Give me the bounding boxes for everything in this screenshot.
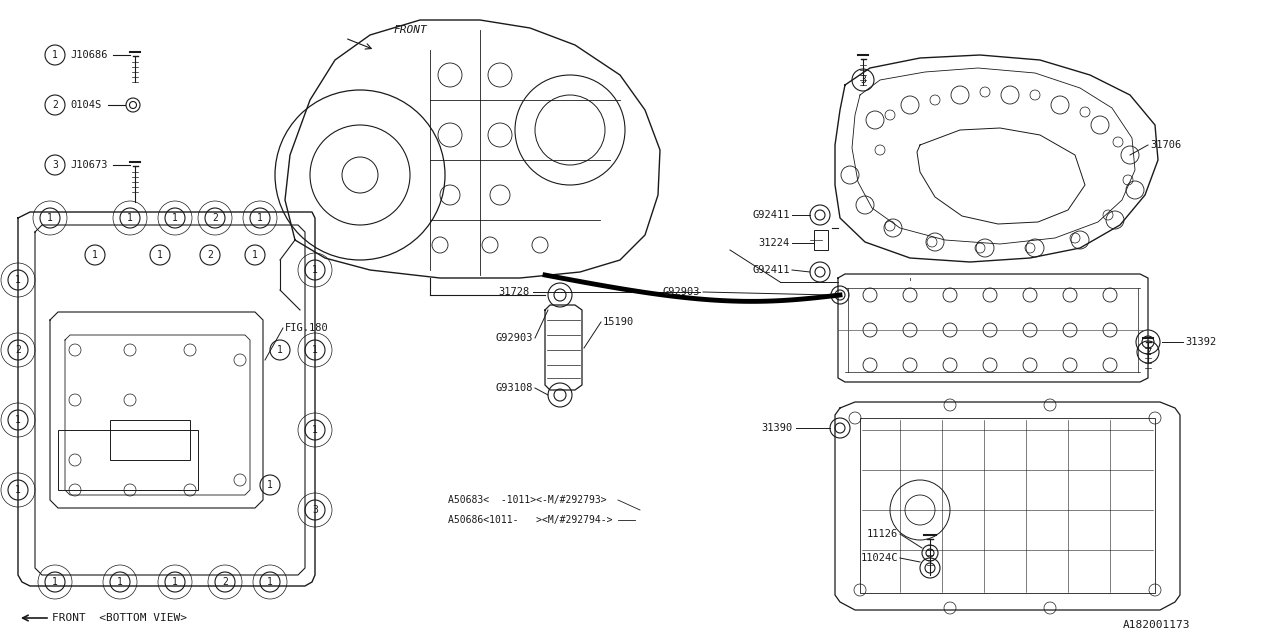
Text: 1: 1: [116, 577, 123, 587]
Text: 1: 1: [276, 345, 283, 355]
Text: 31224: 31224: [759, 238, 790, 248]
Text: 31706: 31706: [1149, 140, 1181, 150]
Text: A50683<  -1011><-M/#292793>: A50683< -1011><-M/#292793>: [448, 495, 607, 505]
Text: 1: 1: [257, 213, 262, 223]
Circle shape: [165, 572, 186, 592]
Text: 1: 1: [47, 213, 52, 223]
Text: 1: 1: [312, 425, 317, 435]
Circle shape: [270, 340, 291, 360]
Circle shape: [205, 208, 225, 228]
Text: 1: 1: [312, 345, 317, 355]
Text: 31392: 31392: [1185, 337, 1216, 347]
Circle shape: [45, 572, 65, 592]
Circle shape: [305, 500, 325, 520]
Circle shape: [110, 572, 131, 592]
Circle shape: [8, 270, 28, 290]
Circle shape: [250, 208, 270, 228]
Bar: [58, 430, 198, 490]
Text: G92411: G92411: [753, 265, 790, 275]
Text: G92903: G92903: [495, 333, 532, 343]
Text: A182001173: A182001173: [1123, 620, 1190, 630]
Text: 11024C: 11024C: [860, 553, 899, 563]
Circle shape: [120, 208, 140, 228]
Circle shape: [84, 245, 105, 265]
Circle shape: [8, 410, 28, 430]
Text: 1: 1: [52, 50, 58, 60]
Text: 15190: 15190: [603, 317, 635, 327]
Text: 1: 1: [52, 577, 58, 587]
Text: 2: 2: [221, 577, 228, 587]
Text: 1: 1: [172, 577, 178, 587]
Circle shape: [1137, 341, 1158, 363]
Circle shape: [852, 69, 874, 91]
Circle shape: [150, 245, 170, 265]
Text: 1: 1: [15, 415, 20, 425]
Text: 0104S: 0104S: [70, 100, 101, 110]
Circle shape: [8, 340, 28, 360]
Text: 1: 1: [157, 250, 163, 260]
Text: 11126: 11126: [867, 529, 899, 539]
Circle shape: [40, 208, 60, 228]
Circle shape: [260, 475, 280, 495]
Text: FIG.180: FIG.180: [285, 323, 329, 333]
Text: 3: 3: [312, 505, 317, 515]
Bar: [814, 230, 828, 250]
Circle shape: [8, 480, 28, 500]
Text: J10673: J10673: [70, 160, 108, 170]
Text: 1: 1: [15, 275, 20, 285]
Circle shape: [260, 572, 280, 592]
Text: 1: 1: [268, 577, 273, 587]
Text: 2: 2: [1146, 347, 1151, 357]
Text: FRONT: FRONT: [393, 25, 426, 35]
Text: 3: 3: [52, 160, 58, 170]
Text: 1: 1: [252, 250, 259, 260]
Circle shape: [244, 245, 265, 265]
Text: 2: 2: [212, 213, 218, 223]
Text: 1: 1: [312, 265, 317, 275]
Circle shape: [45, 45, 65, 65]
Circle shape: [305, 340, 325, 360]
Text: 2: 2: [15, 345, 20, 355]
Text: A50686<1011-   ><M/#292794->: A50686<1011- ><M/#292794->: [448, 515, 613, 525]
Text: 1: 1: [127, 213, 133, 223]
Circle shape: [45, 95, 65, 115]
Bar: [860, 418, 1155, 593]
Text: 1: 1: [92, 250, 99, 260]
Text: J10686: J10686: [70, 50, 108, 60]
Text: 2: 2: [52, 100, 58, 110]
Text: 31728: 31728: [499, 287, 530, 297]
Bar: [110, 420, 189, 460]
Circle shape: [45, 155, 65, 175]
Text: G93108: G93108: [495, 383, 532, 393]
Text: 1: 1: [15, 485, 20, 495]
Circle shape: [165, 208, 186, 228]
Text: FRONT  <BOTTOM VIEW>: FRONT <BOTTOM VIEW>: [52, 613, 187, 623]
Text: 2: 2: [207, 250, 212, 260]
Text: 1: 1: [172, 213, 178, 223]
Text: G92411: G92411: [753, 210, 790, 220]
Text: G92903: G92903: [663, 287, 700, 297]
Text: 3: 3: [860, 75, 867, 85]
Circle shape: [215, 572, 236, 592]
Text: 1: 1: [268, 480, 273, 490]
Circle shape: [200, 245, 220, 265]
Circle shape: [305, 260, 325, 280]
Text: 31390: 31390: [762, 423, 794, 433]
Circle shape: [305, 420, 325, 440]
